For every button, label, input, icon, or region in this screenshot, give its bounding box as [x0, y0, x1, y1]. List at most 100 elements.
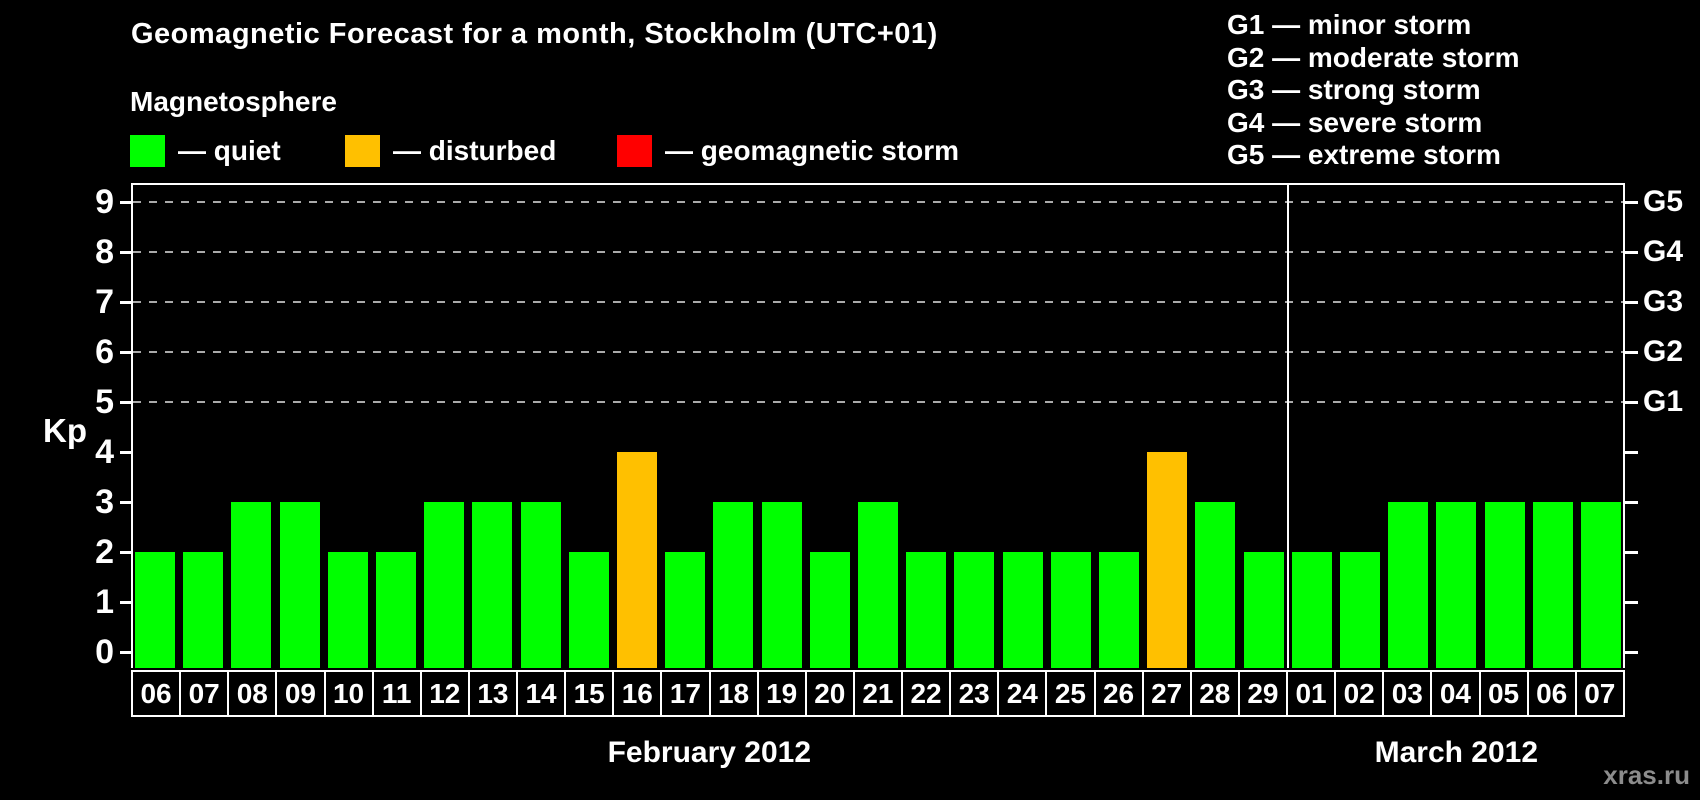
date-cell-26-m0: 26 — [1093, 672, 1142, 715]
plot-top-spine — [131, 183, 1625, 185]
g-scale-legend-line-3: G3 — strong storm — [1227, 74, 1481, 106]
date-cell-04-m1: 04 — [1430, 672, 1478, 715]
date-cell-05-m1: 05 — [1478, 672, 1527, 715]
month-label-1: March 2012 — [1374, 736, 1539, 769]
legend-swatch-disturbed-icon — [345, 135, 380, 167]
date-cell-22-m0: 22 — [901, 672, 949, 715]
date-cell-28-m0: 28 — [1189, 672, 1238, 715]
date-axis: 06 07 08 09 10 11 12 13 14 15 16 17 18 19 20 21 22 23 24 25… — [131, 670, 1625, 717]
month-separator — [1286, 183, 1289, 668]
date-cell-01-m1: 01 — [1286, 672, 1334, 715]
bar-14-m0 — [520, 502, 561, 668]
right-tick-kp-0 — [1625, 651, 1638, 654]
g-scale-legend-line-1: G1 — minor storm — [1227, 9, 1472, 40]
y-tick-label-4: 4 — [95, 433, 114, 471]
date-cell-20-m0: 20 — [804, 672, 853, 715]
date-cell-18-m0: 18 — [708, 672, 757, 715]
left-tick-kp-8 — [120, 251, 131, 254]
y-tick-label-9: 9 — [95, 183, 114, 221]
y-tick-label-8: 8 — [95, 233, 114, 271]
date-cell-07-m1: 07 — [1574, 672, 1623, 715]
right-tick-kp-7 — [1625, 301, 1638, 304]
bar-02-m1 — [1339, 552, 1380, 668]
left-tick-kp-0 — [120, 651, 131, 654]
date-cell-14-m0: 14 — [516, 672, 564, 715]
plot-left-spine — [131, 183, 133, 668]
date-cell-07-m0: 07 — [179, 672, 227, 715]
bar-10-m0 — [327, 552, 368, 668]
g-level-label-G1: G1 — [1643, 385, 1684, 418]
legend-swatch-storm-icon — [617, 135, 652, 167]
bar-07-m0 — [183, 552, 224, 668]
bar-16-m0 — [617, 452, 658, 668]
legend-label-storm: — geomagnetic storm — [665, 135, 960, 166]
right-tick-kp-3 — [1625, 501, 1638, 504]
bar-03-m1 — [1388, 502, 1429, 668]
date-cell-03-m1: 03 — [1382, 672, 1430, 715]
bar-26-m0 — [1098, 552, 1139, 668]
bar-20-m0 — [809, 552, 850, 668]
date-cell-23-m0: 23 — [949, 672, 997, 715]
g-scale-legend-line-4: G4 — severe storm — [1227, 106, 1483, 138]
date-cell-16-m0: 16 — [612, 672, 660, 715]
watermark: xras.ru — [1603, 760, 1690, 790]
bar-09-m0 — [279, 502, 320, 668]
bar-06-m1 — [1532, 502, 1573, 668]
bar-23-m0 — [954, 552, 995, 668]
g-scale-legend: G1 — minor storm G2 — moderate storm G3 — … — [1227, 9, 1520, 172]
right-tick-kp-6 — [1625, 351, 1638, 354]
right-tick-kp-8 — [1625, 251, 1638, 254]
gridline-kp-5 — [133, 401, 1623, 403]
bar-15-m0 — [568, 552, 609, 668]
bar-12-m0 — [424, 502, 465, 668]
bar-29-m0 — [1243, 552, 1284, 668]
date-cell-17-m0: 17 — [660, 672, 708, 715]
date-cell-15-m0: 15 — [564, 672, 612, 715]
left-tick-kp-5 — [120, 401, 131, 404]
date-cell-21-m0: 21 — [852, 672, 901, 715]
plot-right-spine — [1623, 183, 1625, 668]
bar-28-m0 — [1195, 502, 1236, 668]
g-scale-legend-line-5: G5 — extreme storm — [1227, 139, 1501, 171]
y-tick-label-2: 2 — [95, 533, 114, 571]
bar-25-m0 — [1050, 552, 1091, 668]
bar-13-m0 — [472, 502, 513, 668]
legend-label-disturbed: — disturbed — [393, 135, 557, 166]
date-cell-11-m0: 11 — [371, 672, 420, 715]
y-tick-label-6: 6 — [95, 333, 114, 371]
legend-item-quiet: — quiet — [130, 135, 281, 167]
date-cell-19-m0: 19 — [756, 672, 805, 715]
y-tick-label-7: 7 — [95, 283, 114, 321]
gridline-kp-9 — [133, 201, 1623, 203]
date-cell-12-m0: 12 — [419, 672, 468, 715]
right-tick-kp-2 — [1625, 551, 1638, 554]
gridline-kp-6 — [133, 351, 1623, 353]
left-tick-kp-1 — [120, 601, 131, 604]
date-cell-02-m1: 02 — [1334, 672, 1382, 715]
y-tick-label-5: 5 — [95, 383, 114, 421]
legend-label-quiet: — quiet — [178, 135, 281, 166]
g-scale-legend-line-2: G2 — moderate storm — [1227, 41, 1520, 73]
date-cell-29-m0: 29 — [1237, 672, 1286, 715]
date-cell-13-m0: 13 — [467, 672, 516, 715]
bar-24-m0 — [1002, 552, 1043, 668]
g-level-label-G3: G3 — [1643, 285, 1684, 318]
legend-item-disturbed: — disturbed — [345, 135, 556, 167]
chart-title: Geomagnetic Forecast for a month, Stockh… — [131, 18, 938, 50]
date-cell-08-m0: 08 — [227, 672, 275, 715]
gridline-kp-7 — [133, 301, 1623, 303]
date-cell-27-m0: 27 — [1141, 672, 1190, 715]
date-cell-25-m0: 25 — [1045, 672, 1093, 715]
y-tick-label-3: 3 — [95, 483, 114, 521]
bar-08-m0 — [231, 502, 272, 668]
y-tick-label-1: 1 — [95, 583, 114, 621]
left-tick-kp-4 — [120, 451, 131, 454]
bar-01-m1 — [1291, 552, 1332, 668]
right-tick-kp-1 — [1625, 601, 1638, 604]
bar-17-m0 — [665, 552, 706, 668]
right-tick-kp-5 — [1625, 401, 1638, 404]
g-level-label-G2: G2 — [1643, 335, 1684, 368]
magnetosphere-heading: Magnetosphere — [130, 86, 337, 117]
bar-07-m1 — [1580, 502, 1621, 668]
